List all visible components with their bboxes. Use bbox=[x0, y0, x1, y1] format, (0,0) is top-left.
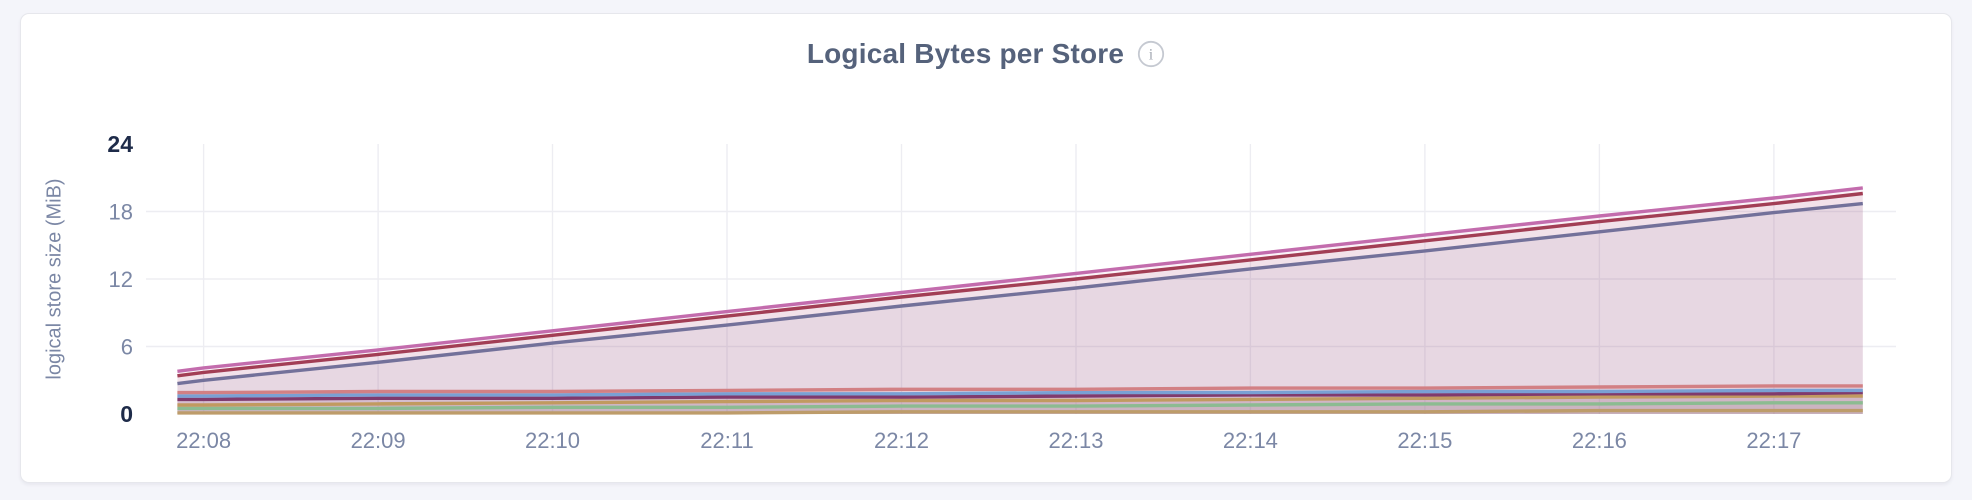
svg-text:i: i bbox=[1149, 47, 1154, 64]
x-tick-label: 22:10 bbox=[525, 428, 580, 453]
y-tick-label: 12 bbox=[109, 267, 133, 292]
chart-header: Logical Bytes per Store i bbox=[21, 38, 1951, 70]
x-tick-label: 22:16 bbox=[1572, 428, 1627, 453]
series-line-store-blue bbox=[177, 388, 1863, 398]
x-tick-label: 22:15 bbox=[1397, 428, 1452, 453]
series-line-store-tan bbox=[177, 394, 1863, 407]
logical-bytes-per-store-chart[interactable]: 0 6 12 18 24 22:08 22:09 22:10 22:11 22:12 22:13 22… bbox=[21, 14, 1951, 482]
y-tick-label: 0 bbox=[120, 401, 133, 427]
series-line-store-maroon bbox=[177, 191, 1863, 378]
series-line-store-green bbox=[177, 401, 1863, 411]
x-tick-label: 22:08 bbox=[176, 428, 231, 453]
series-area-store-pink bbox=[177, 187, 1863, 414]
series-area-store-slate bbox=[177, 203, 1863, 414]
x-tick-label: 22:11 bbox=[700, 428, 753, 453]
x-tick-label: 22:14 bbox=[1223, 428, 1278, 453]
series-line-store-purple bbox=[177, 390, 1863, 402]
series-line-store-salmon bbox=[177, 384, 1863, 395]
info-circle-icon[interactable]: i bbox=[1137, 40, 1165, 68]
x-tick-label: 22:13 bbox=[1048, 428, 1103, 453]
y-tick-label: 18 bbox=[109, 200, 133, 225]
series-line-store-slate bbox=[177, 201, 1863, 386]
x-tick-label: 22:09 bbox=[351, 428, 406, 453]
y-tick-label: 6 bbox=[121, 335, 133, 360]
series-line-store-pink bbox=[177, 186, 1863, 373]
y-axis-title: logical store size (MiB) bbox=[43, 178, 66, 380]
y-tick-label: 24 bbox=[107, 131, 133, 157]
series-line-store-gold bbox=[177, 408, 1863, 415]
chart-card: Logical Bytes per Store i logical store … bbox=[20, 13, 1952, 483]
chart-title: Logical Bytes per Store bbox=[806, 38, 1125, 69]
x-tick-label: 22:17 bbox=[1746, 428, 1801, 453]
x-tick-label: 22:12 bbox=[874, 428, 929, 453]
